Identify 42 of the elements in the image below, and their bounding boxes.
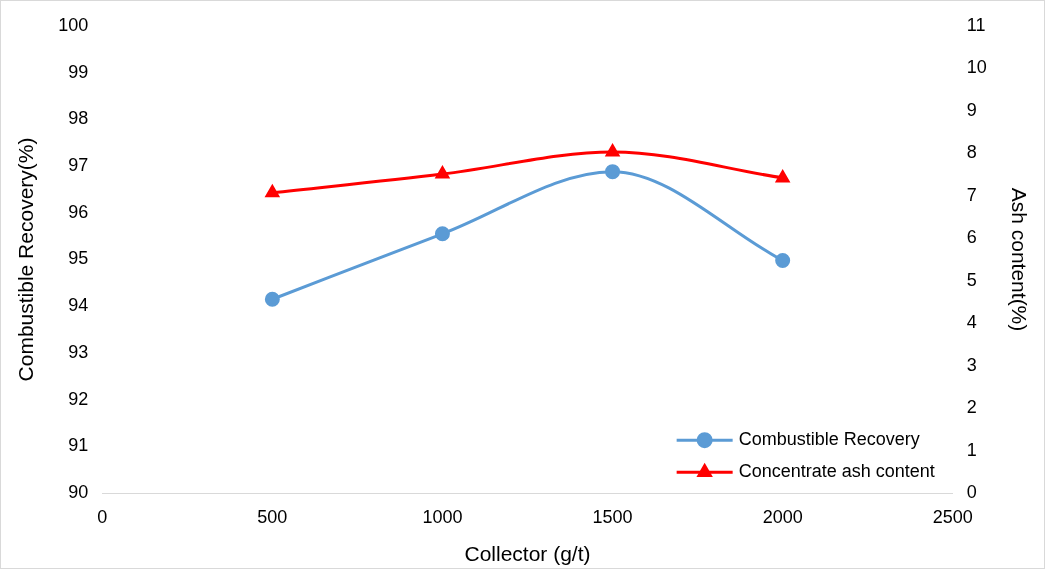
- y-axis-title: Combustible Recovery(%): [14, 137, 38, 382]
- y-tick-label: 93: [68, 341, 89, 362]
- point: [605, 164, 621, 180]
- y-tick-label: 95: [68, 248, 89, 269]
- x-tick-label: 2500: [932, 506, 973, 527]
- y2-tick-label: 11: [966, 14, 986, 35]
- legend-label: Concentrate ash content: [738, 461, 935, 482]
- y-tick-label: 97: [68, 154, 89, 175]
- y-tick-label: 100: [58, 14, 89, 35]
- y2-tick-label: 0: [966, 482, 977, 503]
- y2-axis-title: Ash content(%): [1007, 187, 1031, 332]
- x-axis-title: Collector (g/t): [464, 542, 591, 566]
- x-tick-label: 0: [97, 506, 108, 527]
- y2-tick-label: 4: [966, 312, 977, 333]
- x-tick-label: 1000: [422, 506, 463, 527]
- y-tick-label: 90: [68, 482, 89, 503]
- point: [605, 144, 620, 157]
- y2-tick-label: 2: [966, 397, 977, 418]
- x-tick-label: 500: [257, 506, 288, 527]
- y-tick-label: 92: [68, 388, 89, 409]
- point: [775, 170, 790, 183]
- y-tick-label: 94: [68, 295, 89, 316]
- y2-tick-label: 10: [966, 57, 987, 78]
- y-tick-label: 99: [68, 61, 89, 82]
- y-tick-label: 98: [68, 108, 89, 129]
- point: [435, 166, 450, 179]
- point: [265, 185, 280, 198]
- y2-tick-label: 1: [966, 439, 977, 460]
- y-tick-label: 96: [68, 201, 89, 222]
- x-tick-label: 2000: [762, 506, 803, 527]
- y2-tick-label: 5: [966, 269, 977, 290]
- y2-tick-label: 8: [966, 142, 977, 163]
- y2-tick-label: 7: [966, 184, 977, 205]
- y2-tick-label: 3: [966, 354, 977, 375]
- x-tick-label: 1500: [592, 506, 633, 527]
- y2-tick-label: 6: [966, 227, 977, 248]
- point: [775, 252, 791, 268]
- legend-label: Combustible Recovery: [738, 429, 920, 450]
- point: [264, 291, 280, 307]
- point: [434, 226, 450, 242]
- y2-tick-label: 9: [966, 99, 977, 120]
- y-tick-label: 91: [68, 435, 89, 456]
